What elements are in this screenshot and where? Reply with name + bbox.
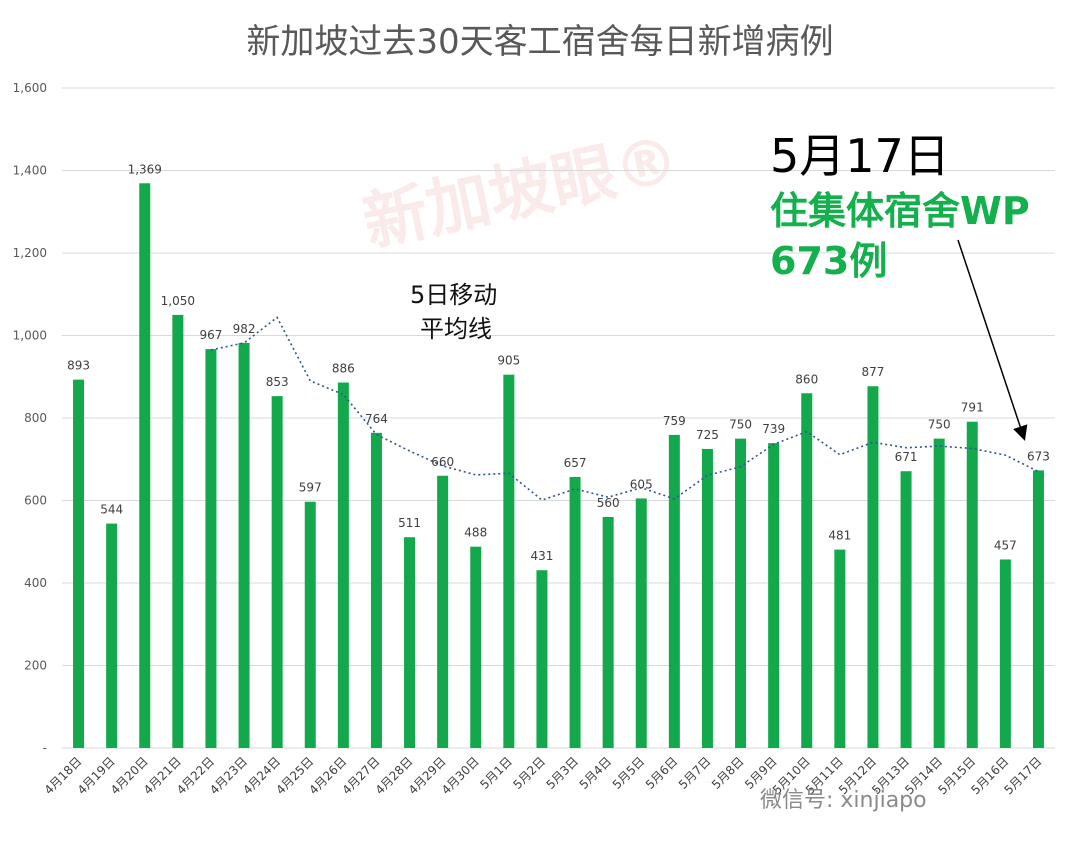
data-label: 860 bbox=[795, 372, 818, 386]
x-tick-label: 5月6日 bbox=[643, 754, 681, 792]
y-tick-label: - bbox=[43, 741, 47, 755]
moving-average-line bbox=[210, 316, 1039, 501]
bar bbox=[569, 476, 581, 748]
data-label: 457 bbox=[994, 538, 1017, 552]
data-label: 739 bbox=[762, 422, 785, 436]
bar bbox=[602, 517, 614, 748]
bar bbox=[1032, 470, 1044, 748]
bar bbox=[139, 183, 151, 749]
x-tick-label: 5月3日 bbox=[543, 754, 581, 792]
bar bbox=[437, 475, 449, 748]
y-tick-label: 800 bbox=[24, 411, 47, 425]
data-label: 671 bbox=[895, 450, 918, 464]
data-label: 431 bbox=[530, 549, 553, 563]
bar bbox=[735, 438, 747, 748]
data-label: 1,050 bbox=[161, 294, 195, 308]
x-tick-label: 5月8日 bbox=[709, 754, 747, 792]
wechat-watermark: 微信号: xinjiapo bbox=[760, 788, 927, 813]
bar bbox=[370, 432, 382, 748]
y-tick-label: 200 bbox=[24, 659, 47, 673]
data-label: 511 bbox=[398, 516, 421, 530]
bar bbox=[470, 546, 482, 748]
x-tick-label: 5月2日 bbox=[510, 754, 548, 792]
data-label: 905 bbox=[497, 354, 520, 368]
y-tick-label: 1,400 bbox=[13, 164, 47, 178]
bar bbox=[304, 501, 316, 748]
y-tick-label: 600 bbox=[24, 494, 47, 508]
bar bbox=[768, 443, 780, 748]
bar bbox=[205, 349, 217, 748]
data-label: 660 bbox=[431, 455, 454, 469]
bar bbox=[999, 559, 1011, 748]
bar bbox=[73, 379, 85, 748]
data-label: 791 bbox=[961, 401, 984, 415]
annotation-count: 673例 bbox=[770, 239, 888, 283]
bar bbox=[668, 434, 680, 748]
x-tick-label: 5月5日 bbox=[610, 754, 648, 792]
data-label: 481 bbox=[828, 529, 851, 543]
bar bbox=[701, 448, 713, 748]
annotation-arrow bbox=[957, 239, 1028, 441]
x-tick-label: 5月4日 bbox=[577, 754, 615, 792]
data-label: 597 bbox=[299, 481, 322, 495]
data-label: 725 bbox=[696, 428, 719, 442]
x-tick-label: 5月7日 bbox=[676, 754, 714, 792]
y-tick-label: 1,200 bbox=[13, 246, 47, 260]
bar bbox=[271, 396, 283, 748]
bar bbox=[801, 393, 813, 748]
bar bbox=[966, 421, 978, 748]
bar bbox=[867, 386, 879, 748]
x-tick-label: 5月1日 bbox=[477, 754, 515, 792]
bar bbox=[933, 438, 945, 748]
data-label: 750 bbox=[928, 418, 951, 432]
data-label: 967 bbox=[199, 328, 222, 342]
data-label: 759 bbox=[663, 414, 686, 428]
data-label: 605 bbox=[630, 477, 653, 491]
annotation-category: 住集体宿舍WP bbox=[770, 189, 1030, 233]
bar bbox=[834, 549, 846, 748]
chart-title: 新加坡过去30天客工宿舍每日新增病例 bbox=[246, 22, 834, 62]
bar bbox=[172, 314, 184, 748]
data-label: 853 bbox=[266, 375, 289, 389]
data-label: 877 bbox=[861, 365, 884, 379]
bar bbox=[536, 570, 548, 748]
y-tick-label: 1,000 bbox=[13, 329, 47, 343]
bar bbox=[106, 523, 118, 748]
moving-average-label-line1: 5日移动 bbox=[410, 281, 498, 309]
data-label: 886 bbox=[332, 362, 355, 376]
data-label: 560 bbox=[597, 496, 620, 510]
bar bbox=[503, 374, 515, 748]
moving-average-label-line2: 平均线 bbox=[420, 315, 492, 343]
y-tick-label: 400 bbox=[24, 576, 47, 590]
data-label: 673 bbox=[1027, 449, 1050, 463]
data-label: 544 bbox=[100, 503, 123, 517]
data-label: 893 bbox=[67, 359, 90, 373]
bar bbox=[404, 537, 416, 748]
data-label: 750 bbox=[729, 418, 752, 432]
data-label: 488 bbox=[464, 526, 487, 540]
bar bbox=[238, 342, 250, 748]
data-label: 1,369 bbox=[128, 162, 162, 176]
data-label: 982 bbox=[233, 322, 256, 336]
data-label: 657 bbox=[564, 456, 587, 470]
bar bbox=[337, 382, 349, 748]
annotation-date: 5月17日 bbox=[770, 129, 950, 183]
bar bbox=[635, 498, 647, 748]
data-label: 764 bbox=[365, 412, 388, 426]
bar bbox=[900, 471, 912, 748]
y-tick-label: 1,600 bbox=[13, 81, 47, 95]
